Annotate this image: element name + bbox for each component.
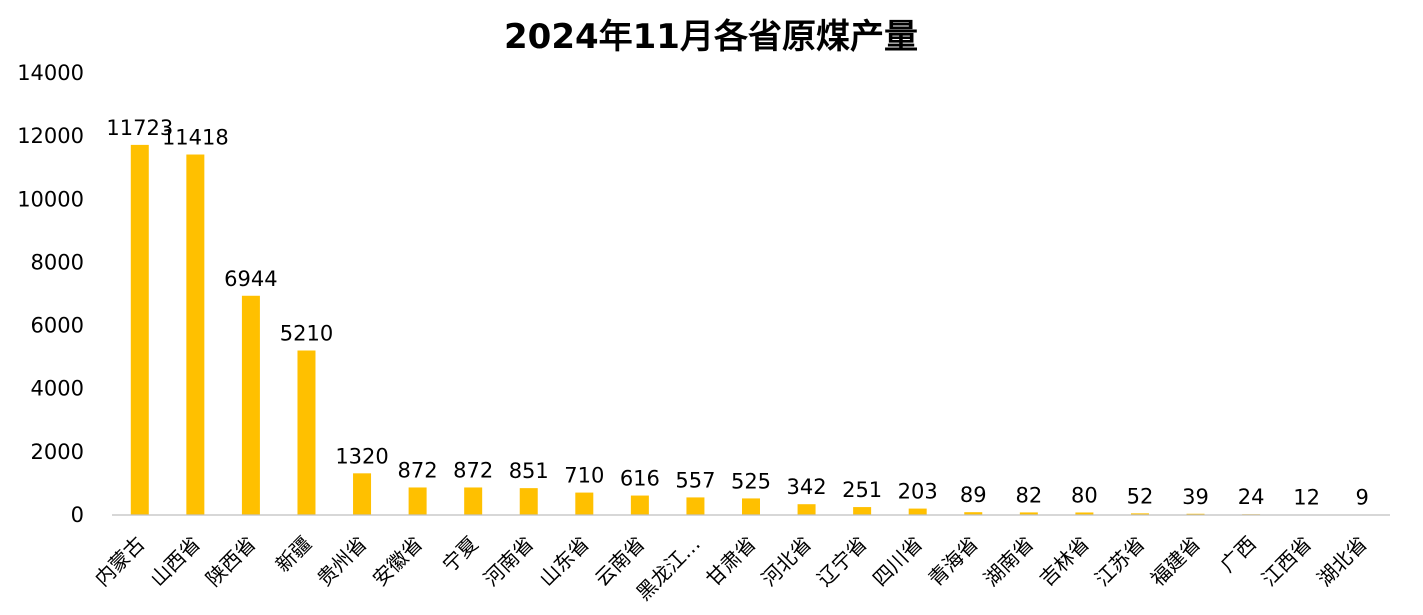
bar [464,487,483,515]
x-tick-label: 吉林省 [1035,532,1094,591]
x-tick-label: 宁夏 [437,532,482,577]
x-tick-label: 河北省 [757,532,816,591]
x-tick-label: 广西 [1215,532,1260,577]
data-label: 9 [1356,486,1369,510]
x-tick-label: 贵州省 [312,532,371,591]
x-tick-label: 四川省 [868,532,927,591]
data-label: 89 [960,483,987,507]
data-label: 525 [731,469,771,493]
data-label: 251 [842,478,882,502]
x-tick-label: 内蒙古 [90,532,149,591]
data-label: 24 [1238,485,1265,509]
bar [853,507,872,515]
data-label: 39 [1182,485,1209,509]
y-tick-label: 8000 [31,250,84,274]
x-tick-label: 福建省 [1146,532,1205,591]
data-label: 872 [398,458,438,482]
x-tick-label: 甘肃省 [701,532,760,591]
x-tick-label: 陕西省 [201,532,260,591]
data-label: 11418 [162,126,229,150]
bar [408,487,427,515]
y-tick-label: 12000 [17,124,84,148]
x-tick-label: 安徽省 [368,532,427,591]
data-label: 557 [675,468,715,492]
bar [908,508,927,515]
x-tick-label: 河南省 [479,532,538,591]
bar [1019,512,1038,515]
x-tick-label: 山东省 [534,532,593,591]
data-label: 12 [1293,486,1320,510]
y-tick-label: 6000 [31,314,84,338]
x-tick-label: 山西省 [145,532,204,591]
data-label: 616 [620,467,660,491]
bar [297,350,316,515]
data-label: 872 [453,458,493,482]
data-label: 80 [1071,483,1098,507]
y-tick-label: 10000 [17,187,84,211]
y-tick-label: 4000 [31,377,84,401]
y-tick-label: 2000 [31,440,84,464]
y-axis: 0 2000 4000 6000 8000 10000 12000 14000 [17,61,84,527]
bar [742,498,760,515]
data-label: 6944 [224,267,277,291]
bar [964,512,983,515]
x-tick-label: 江西省 [1257,532,1316,591]
data-label: 82 [1015,483,1042,507]
y-tick-label: 14000 [17,61,84,85]
bar [130,144,149,516]
data-label: 5210 [280,322,333,346]
data-label: 203 [898,480,938,504]
bar [1130,513,1149,515]
x-tick-label: 江苏省 [1090,532,1149,591]
data-label: 11723 [106,116,173,140]
x-tick-label: 湖北省 [1312,532,1371,591]
data-label: 1320 [335,444,388,468]
x-tick-label: 湖南省 [979,532,1038,591]
bar [186,154,205,515]
bar [575,492,594,515]
x-tick-label: 新疆 [271,532,316,577]
data-label: 851 [509,459,549,483]
bar [1075,512,1094,515]
bar [797,504,816,515]
x-tick-label: 青海省 [923,532,982,591]
x-tick-label: 辽宁省 [812,532,871,591]
bar [686,497,705,515]
chart-title: 2024年11月各省原煤产量 [504,17,918,57]
data-label: 342 [787,475,827,499]
data-label: 710 [564,464,604,488]
y-tick-label: 0 [71,503,84,527]
bar [241,295,260,515]
bar [353,473,372,515]
data-label: 52 [1127,484,1154,508]
bar [519,488,538,515]
bar [630,495,649,515]
